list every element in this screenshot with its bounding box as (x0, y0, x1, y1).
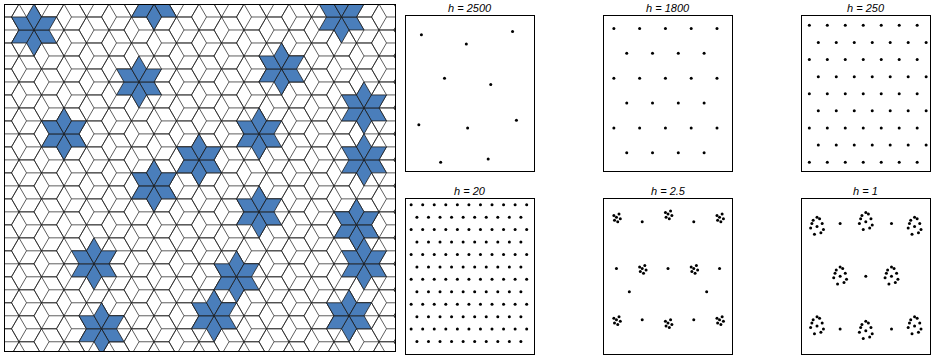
svg-text:h = 2.5: h = 2.5 (651, 185, 686, 197)
svg-text:h = 1: h = 1 (853, 185, 878, 197)
svg-text:h = 2500: h = 2500 (448, 2, 492, 14)
svg-text:h = 1800: h = 1800 (646, 2, 690, 14)
svg-text:h = 250: h = 250 (847, 2, 885, 14)
svg-text:h = 20: h = 20 (454, 185, 486, 197)
